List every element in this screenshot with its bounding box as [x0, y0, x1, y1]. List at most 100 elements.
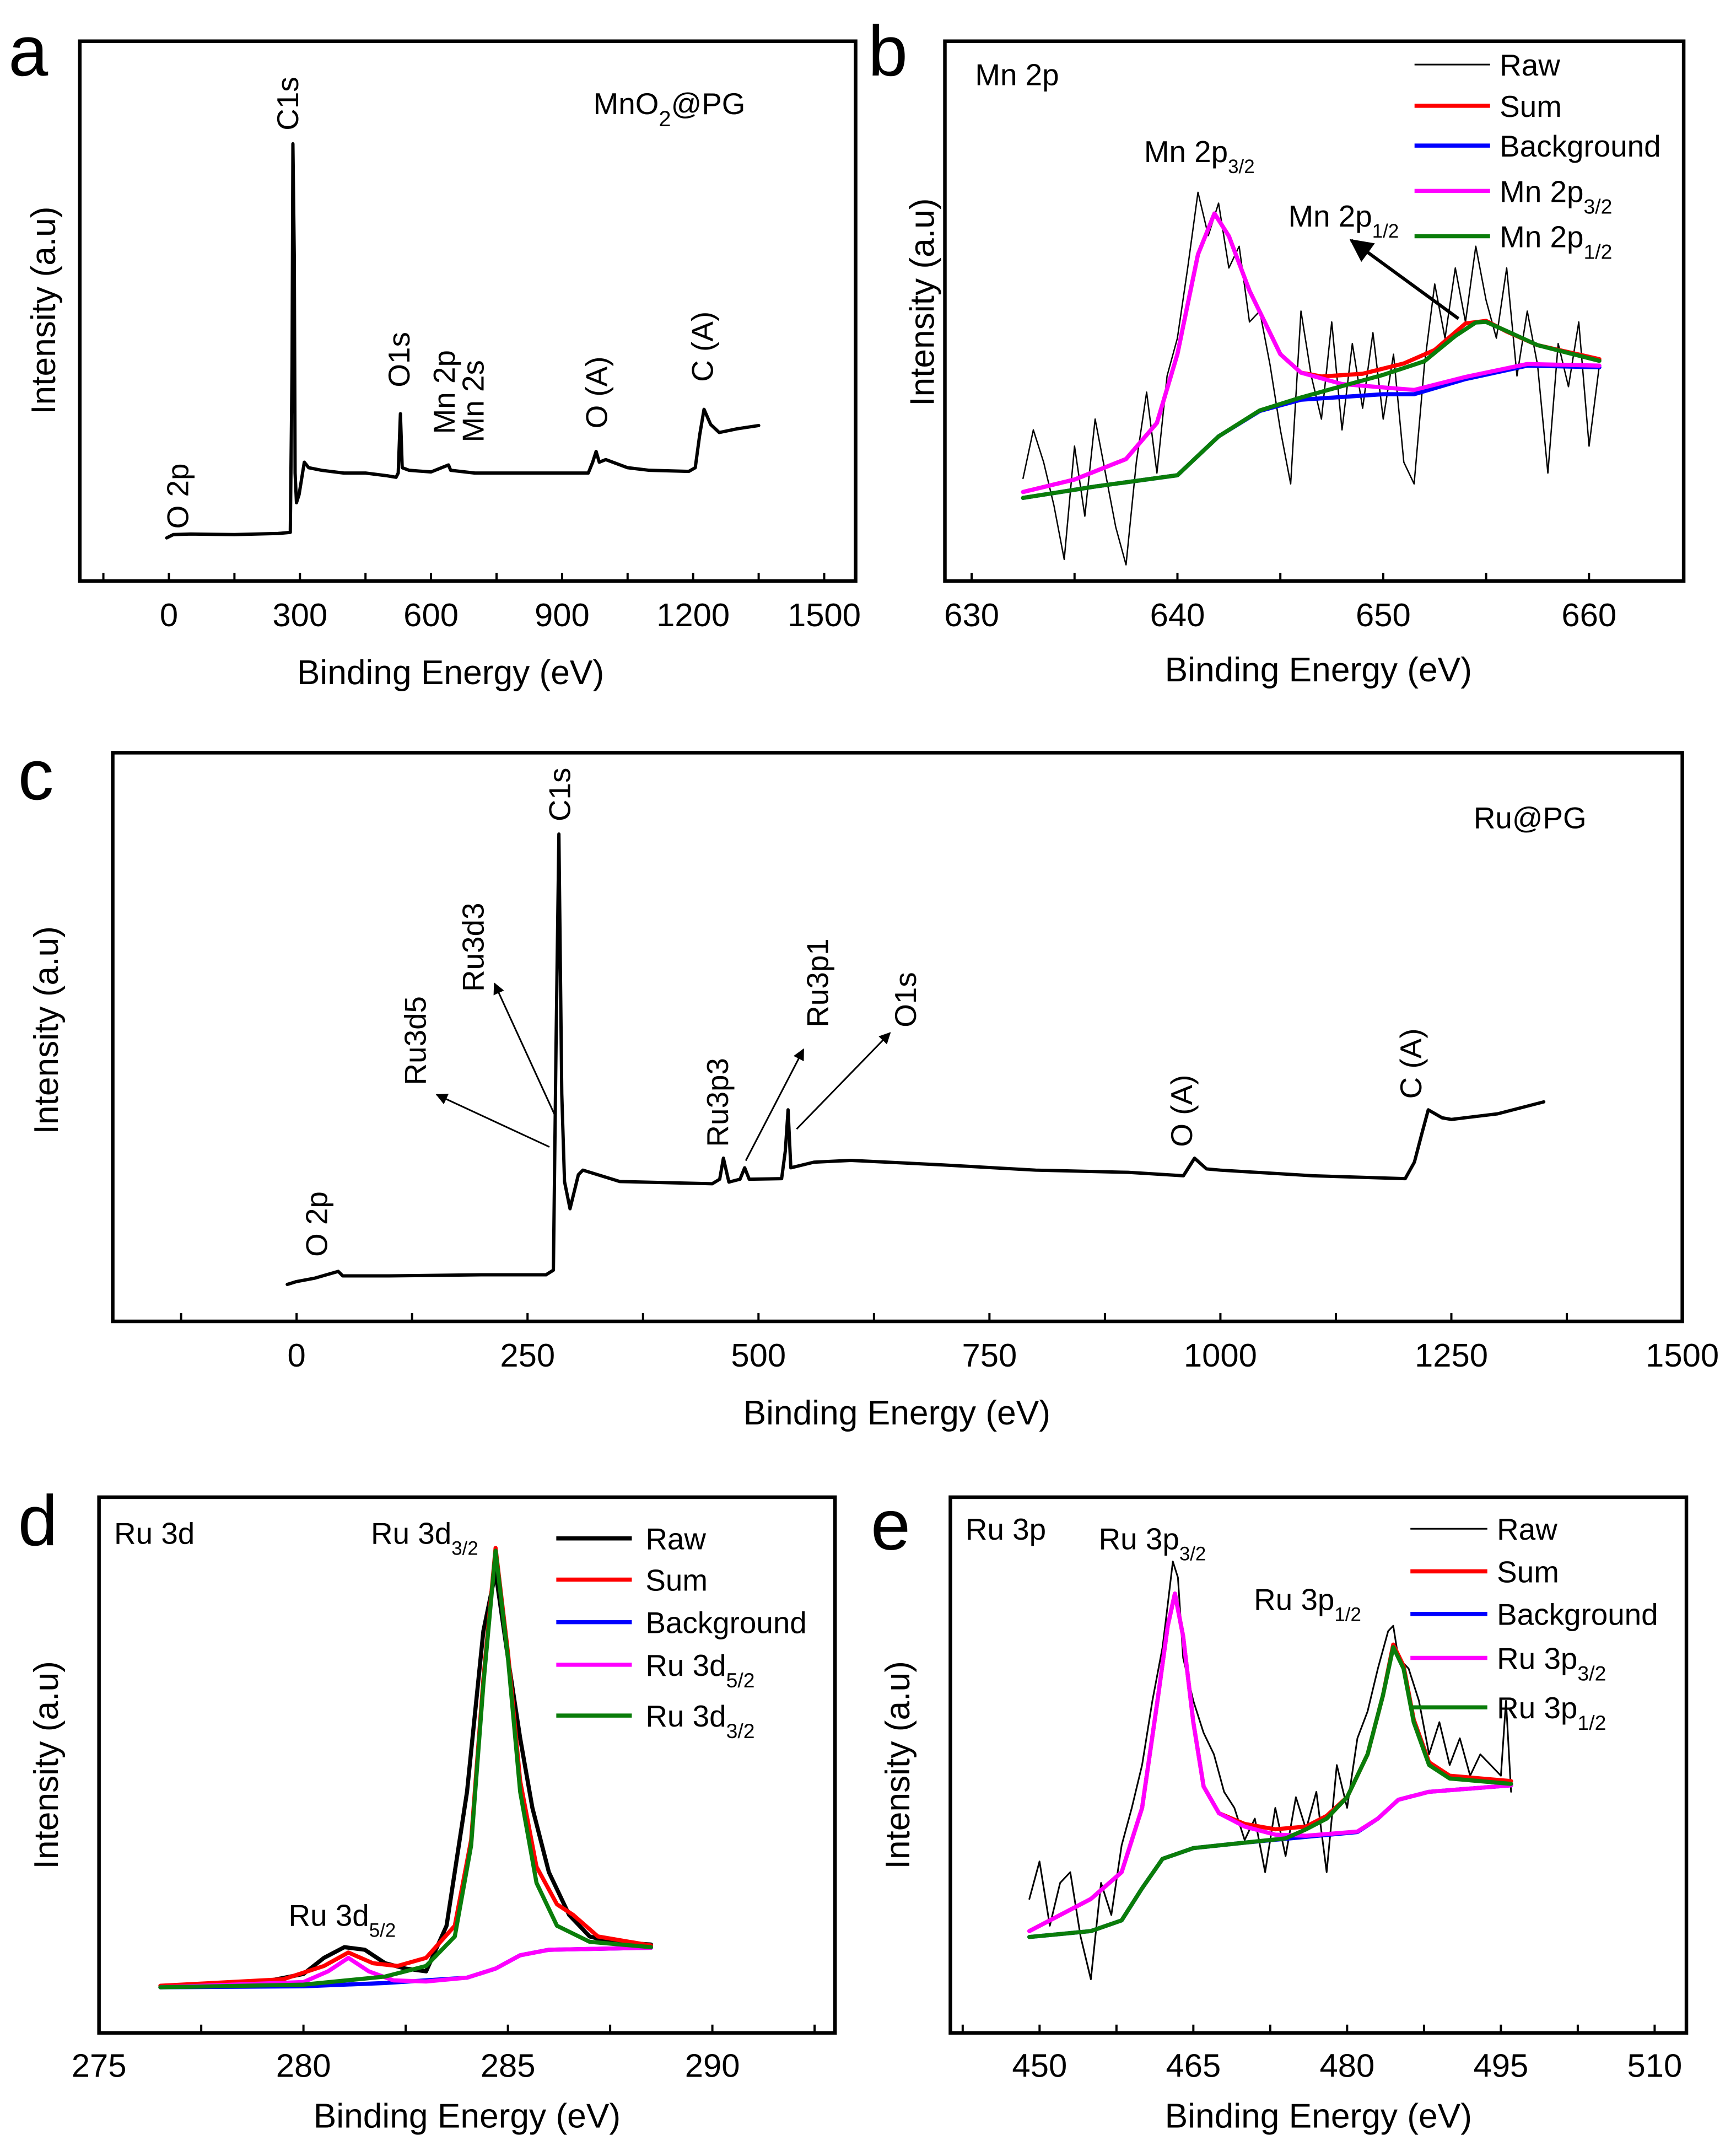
x-tick-label: 290: [685, 2047, 740, 2084]
x-axis-label: Binding Energy (eV): [314, 2098, 621, 2136]
panel-d: d 275 280 285 290 Binding Energy (eV) Intensit…: [18, 1481, 837, 2136]
legend-label-subscript: 1/2: [1583, 240, 1612, 264]
x-tick-label: 480: [1319, 2047, 1374, 2084]
x-axis-label: Binding Energy (eV): [743, 1394, 1050, 1432]
plot-frame: [948, 1495, 1689, 2035]
x-tick-label: 280: [276, 2047, 331, 2084]
panel-letter: c: [18, 735, 54, 815]
series-line-sum: [1027, 1591, 1513, 1933]
series-line-raw: [158, 1570, 654, 1989]
peak-annotation-subscript: 5/2: [369, 1919, 396, 1941]
legend-label-subscript: 5/2: [726, 1669, 755, 1692]
legend-item: Ru 3p3/2: [1410, 1641, 1606, 1685]
peak-annotation: O1s: [888, 972, 923, 1028]
peak-annotation-subscript: 1/2: [1372, 221, 1399, 242]
series-group: [285, 832, 1546, 1286]
peak-annotation: O (A): [580, 357, 614, 429]
legend-item: Ru 3d3/2: [556, 1699, 755, 1743]
panel-letter: b: [868, 12, 908, 91]
legend-label-main: Ru 3p: [1497, 1691, 1577, 1725]
peak-annotation: Ru 3d3/2: [371, 1517, 478, 1560]
sample-title: Ru 3p: [966, 1512, 1046, 1546]
peak-annotation: O (A): [1164, 1075, 1199, 1147]
annotation-arrow: [1349, 239, 1460, 320]
peak-annotation: Ru 3p1/2: [1254, 1582, 1361, 1625]
peak-annotation-main: Ru 3p: [1254, 1582, 1334, 1616]
peak-annotation-main: Mn 2s: [456, 360, 490, 442]
sample-title: Ru 3d: [114, 1517, 195, 1551]
sample-title-subscript: 2: [659, 107, 671, 131]
peak-annotation-main: Ru3d3: [456, 903, 490, 992]
peak-annotation-main: C (A): [685, 311, 719, 382]
x-tick-label: 510: [1627, 2047, 1682, 2084]
legend-label-main: Background: [645, 1606, 806, 1640]
series-line-survey: [285, 832, 1546, 1286]
x-tick-label: 275: [72, 2047, 127, 2084]
peak-annotation-main: Mn 2p: [1288, 199, 1372, 233]
x-tick-label: 1200: [656, 596, 730, 633]
peak-annotation: C (A): [1394, 1029, 1428, 1099]
legend-label-main: Ru 3d: [645, 1648, 726, 1682]
x-tick-label: 285: [481, 2047, 536, 2084]
legend-item: Mn 2p3/2: [1414, 174, 1612, 218]
peak-annotation-main: Ru 3d: [371, 1517, 451, 1551]
y-axis-label: Intensity (a.u): [904, 198, 942, 406]
peak-annotation: Mn 2p1/2: [1288, 199, 1399, 242]
y-axis-label: Intensity (a.u): [25, 206, 63, 414]
legend-item: Raw: [556, 1522, 706, 1556]
legend-item: Raw: [1414, 48, 1560, 82]
x-tick-label: 250: [500, 1337, 555, 1374]
plot-frame: [97, 1495, 837, 2035]
series-line-background: [1027, 1783, 1513, 1939]
panel-letter: a: [8, 12, 48, 91]
legend-label-main: Sum: [645, 1563, 708, 1597]
legend-label: Mn 2p3/2: [1500, 174, 1612, 218]
x-tick-label: 900: [535, 596, 590, 633]
peak-annotation-main: Ru3p1: [801, 938, 835, 1027]
annotation-arrow: [745, 1048, 805, 1161]
legend-item: Ru 3d5/2: [556, 1648, 755, 1692]
series-line-sum: [1021, 211, 1602, 494]
x-tick-label: 0: [288, 1337, 306, 1374]
legend-item: Background: [1410, 1598, 1658, 1632]
x-tick-label: 640: [1150, 596, 1205, 633]
legend-label-main: Ru 3d: [645, 1699, 726, 1733]
legend-label-main: Mn 2p: [1500, 174, 1583, 208]
peak-annotation: Ru 3d5/2: [289, 1898, 396, 1941]
peak-annotation-subscript: 3/2: [451, 1537, 478, 1559]
legend-label: Background: [645, 1606, 806, 1640]
legend-label: Ru 3d5/2: [645, 1648, 754, 1692]
series-line-ru-3d5-2: [158, 1945, 654, 1989]
peak-annotation-main: O1s: [382, 332, 416, 388]
x-axis-label: Binding Energy (eV): [1165, 2098, 1472, 2136]
series-line-survey: [165, 142, 761, 540]
peak-annotation-main: C1s: [542, 768, 576, 821]
legend-item: Sum: [1414, 89, 1562, 123]
x-tick-label: 1250: [1415, 1337, 1488, 1374]
legend-label-subscript: 3/2: [726, 1719, 755, 1743]
sample-title-main: Ru 3p: [966, 1512, 1046, 1546]
legend-label-main: Sum: [1500, 89, 1562, 123]
peak-annotation: O 2p: [299, 1191, 333, 1257]
sample-title-main: MnO: [594, 87, 659, 121]
y-axis-label: Intensity (a.u): [879, 1661, 917, 1869]
peak-annotation: Ru3d5: [398, 996, 433, 1085]
x-axis-label: Binding Energy (eV): [1165, 651, 1472, 689]
y-axis-label: Intensity (a.u): [28, 926, 66, 1134]
sample-title: Mn 2p: [975, 57, 1059, 92]
legend-label: Raw: [645, 1522, 706, 1556]
peak-annotation: Ru3p1: [801, 938, 835, 1027]
sample-title-main: Mn 2p: [975, 57, 1059, 92]
series-line-ru-3p3-2: [1027, 1591, 1513, 1933]
peak-annotation-main: Mn 2p: [1144, 135, 1228, 169]
panel-e: e 450 465 480 495 510 Binding Energy (eV) Inten…: [871, 1486, 1689, 2136]
legend-label-main: Background: [1497, 1598, 1658, 1632]
x-axis: 630 640 650 660: [944, 573, 1616, 633]
plot-frame: [78, 39, 858, 583]
legend-label: Background: [1497, 1598, 1658, 1632]
x-tick-label: 600: [403, 596, 459, 633]
x-tick-label: 450: [1012, 2047, 1067, 2084]
